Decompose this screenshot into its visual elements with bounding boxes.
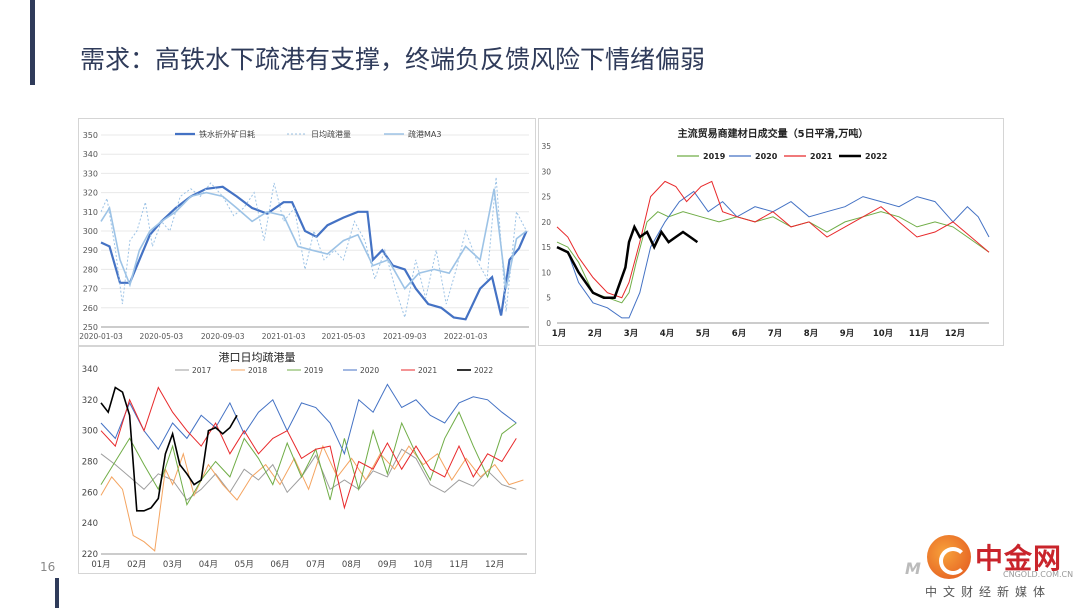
x-tick-label: 04月 xyxy=(199,560,218,570)
y-tick-label: 280 xyxy=(83,265,98,274)
y-tick-label: 300 xyxy=(83,227,98,236)
legend-label: 2017 xyxy=(192,366,211,375)
x-tick-label: 10月 xyxy=(873,329,893,339)
y-tick-label: 25 xyxy=(541,193,551,202)
y-tick-label: 320 xyxy=(83,189,98,198)
y-tick-label: 340 xyxy=(82,365,98,375)
chart-panel-ore-consumption: 250 260 270 280 290 300 310 320 330 340 350 2020-01… xyxy=(78,118,536,346)
legend-label: 日均疏港量 xyxy=(311,129,351,139)
legend-label: 2020 xyxy=(360,366,379,375)
y-tick-label: 250 xyxy=(83,323,98,332)
legend-label: 2021 xyxy=(418,366,437,375)
legend-label: 2019 xyxy=(703,152,726,161)
cngold-logo: M 中金网 CNGOLD.COM.CN 中文财经新媒体 xyxy=(905,535,1075,605)
series-line-2019 xyxy=(100,411,517,507)
y-tick-label: 30 xyxy=(541,167,551,176)
y-tick-label: 270 xyxy=(83,285,98,294)
title-accent-bar xyxy=(30,0,35,85)
legend-label: 疏港MA3 xyxy=(408,129,441,139)
series-line-2 xyxy=(100,177,527,320)
x-tick-label: 6月 xyxy=(732,329,746,339)
x-tick-label: 2021-09-03 xyxy=(383,332,427,341)
x-tick-label: 8月 xyxy=(804,329,818,339)
chart-trade-volume: 主流贸易商建材日成交量（5日平滑,万吨） 0 5 10 15 20 25 30 35 1月 2月 3月… xyxy=(541,127,990,339)
x-tick-label: 2020-09-03 xyxy=(201,332,245,341)
y-tick-label: 350 xyxy=(83,131,98,140)
y-tick-label: 10 xyxy=(541,268,551,277)
page-title: 需求：高铁水下疏港有支撑，终端负反馈风险下情绪偏弱 xyxy=(80,45,706,74)
y-tick-label: 330 xyxy=(83,169,98,178)
chart-title: 主流贸易商建材日成交量（5日平滑,万吨） xyxy=(678,127,869,140)
y-tick-label: 310 xyxy=(83,208,98,217)
x-tick-label: 12月 xyxy=(945,329,965,339)
legend-label: 2020 xyxy=(755,152,778,161)
y-tick-label: 20 xyxy=(541,218,551,227)
x-tick-label: 07月 xyxy=(306,560,325,570)
series-line-2020 xyxy=(100,383,517,456)
x-tick-label: 2021-05-03 xyxy=(322,332,366,341)
series-line-2022 xyxy=(100,386,238,512)
chart-panel-trade-volume: 主流贸易商建材日成交量（5日平滑,万吨） 0 5 10 15 20 25 30 35 1月 2月 3月… xyxy=(538,118,1004,346)
bottom-accent-bar xyxy=(55,578,59,608)
logo-swirl-icon xyxy=(939,547,967,575)
x-tick-label: 09月 xyxy=(378,560,397,570)
x-tick-label: 03月 xyxy=(163,560,182,570)
x-tick-label: 12月 xyxy=(485,560,504,570)
x-tick-label: 7月 xyxy=(768,329,782,339)
x-tick-label: 06月 xyxy=(270,560,289,570)
series-line-2022 xyxy=(556,223,699,299)
logo-m-mark: M xyxy=(905,559,921,578)
y-tick-label: 300 xyxy=(82,427,98,437)
x-tick-label: 08月 xyxy=(342,560,361,570)
page-number: 16 xyxy=(40,560,56,574)
x-tick-label: 05月 xyxy=(235,560,254,570)
x-tick-label: 2022-01-03 xyxy=(444,332,488,341)
y-tick-label: 5 xyxy=(546,294,551,303)
legend-label: 铁水折外矿日耗 xyxy=(199,129,255,139)
x-tick-label: 9月 xyxy=(840,329,854,339)
x-tick-label: 2020-01-03 xyxy=(79,332,123,341)
legend-label: 2018 xyxy=(248,366,267,375)
y-tick-label: 240 xyxy=(82,519,98,529)
chart-port-outflow: 港口日均疏港量 220 240 260 280 300 320 340 01月 02月 03月 04月… xyxy=(82,350,527,570)
legend-label: 2022 xyxy=(474,366,493,375)
legend-label: 2021 xyxy=(810,152,833,161)
legend-label: 2019 xyxy=(304,366,323,375)
x-tick-label: 2月 xyxy=(588,329,602,339)
series-line-2020 xyxy=(556,190,990,319)
logo-site: CNGOLD.COM.CN xyxy=(1003,570,1074,579)
x-tick-label: 10月 xyxy=(414,560,433,570)
x-tick-label: 11月 xyxy=(449,560,468,570)
logo-name: 中金网 xyxy=(975,542,1063,575)
y-tick-label: 15 xyxy=(541,243,551,252)
x-tick-label: 02月 xyxy=(127,560,146,570)
chart-panel-port-outflow: 港口日均疏港量 220 240 260 280 300 320 340 01月 02月 03月 04月… xyxy=(78,346,536,574)
series-line-2021 xyxy=(100,386,517,510)
y-tick-label: 290 xyxy=(83,246,98,255)
y-tick-label: 220 xyxy=(82,550,98,560)
legend-label: 2022 xyxy=(865,152,887,161)
series-line-3 xyxy=(100,188,527,290)
y-tick-label: 260 xyxy=(83,304,98,313)
logo-tagline: 中文财经新媒体 xyxy=(925,585,1052,599)
x-tick-label: 2021-01-03 xyxy=(262,332,306,341)
chart-title: 港口日均疏港量 xyxy=(219,350,296,364)
x-tick-label: 1月 xyxy=(552,329,566,339)
series-line-2021 xyxy=(556,180,990,299)
y-tick-label: 320 xyxy=(82,396,98,406)
x-tick-label: 4月 xyxy=(660,329,674,339)
x-tick-label: 3月 xyxy=(624,329,638,339)
y-tick-label: 340 xyxy=(83,150,98,159)
y-tick-label: 0 xyxy=(546,319,551,328)
x-tick-label: 5月 xyxy=(696,329,710,339)
series-line-1 xyxy=(100,185,528,321)
x-tick-label: 01月 xyxy=(91,560,110,570)
x-tick-label: 2020-05-03 xyxy=(140,332,184,341)
x-tick-label: 11月 xyxy=(909,329,929,339)
y-tick-label: 260 xyxy=(82,488,98,498)
y-tick-label: 35 xyxy=(541,142,551,151)
y-tick-label: 280 xyxy=(82,458,98,468)
series-line-2019 xyxy=(556,211,990,304)
chart-ore-consumption: 250 260 270 280 290 300 310 320 330 340 350 2020-01… xyxy=(79,129,529,341)
